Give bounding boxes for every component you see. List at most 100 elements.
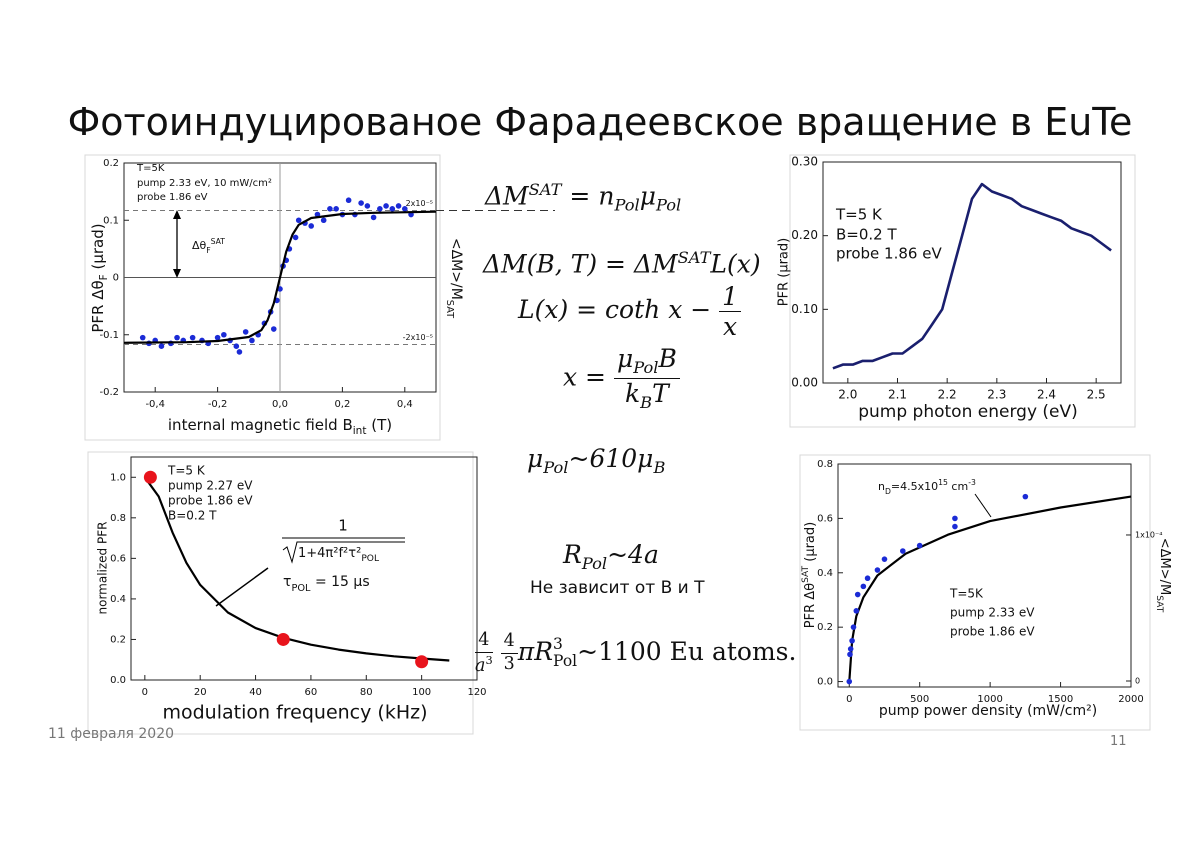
- formula-part: Pol: [553, 652, 578, 671]
- data-point: [139, 334, 146, 341]
- formula-part: L(x) = coth x −: [518, 295, 720, 324]
- x-axis-label: pump power density (mW/cm²): [879, 703, 1097, 719]
- x-tick-label: 60: [305, 687, 318, 698]
- note: Не зависит от B и T: [530, 578, 705, 598]
- formula: 4 a3 4 3 πR 3 Pol ~1100 Eu atoms.: [475, 631, 797, 676]
- y-tick-label: 0.6: [817, 513, 833, 524]
- y-tick-label: 1.0: [110, 472, 126, 483]
- annotation: 1: [338, 517, 348, 535]
- data-point: [899, 548, 906, 554]
- formula: μPol~610μB: [527, 446, 665, 476]
- text-part: = 15 μs: [311, 574, 370, 590]
- x-tick-label: 2.1: [888, 388, 907, 402]
- data-point: [249, 337, 255, 344]
- text-part: F: [206, 246, 210, 255]
- text-part: int: [353, 425, 367, 437]
- y-tick-label: 0.00: [791, 376, 818, 390]
- y2-tick-label: 2x10⁻⁵: [406, 199, 433, 208]
- data-point: [320, 217, 327, 224]
- data-point: [874, 567, 881, 573]
- formula-part: μ: [639, 181, 656, 211]
- formula-part: Pol: [581, 554, 608, 573]
- slide-title: Фотоиндуцированое Фарадеевское вращение …: [67, 100, 1133, 144]
- data-point: [189, 334, 196, 341]
- data-point: [276, 632, 290, 646]
- formula-part: Pol: [543, 458, 569, 477]
- annotation: probe 1.86 eV: [168, 494, 253, 508]
- data-point: [221, 331, 227, 338]
- formula: RPol~4a: [563, 542, 659, 572]
- formula-part: L(x): [710, 249, 761, 279]
- formula-part: ~1100 Eu atoms.: [577, 636, 797, 666]
- y-tick-label: 0.8: [817, 459, 833, 470]
- formula-part: ~610μ: [568, 444, 654, 473]
- y-tick-label: 0.20: [791, 228, 818, 242]
- page-number: 11: [1110, 734, 1127, 749]
- data-point: [415, 655, 429, 669]
- date: 11 февраля 2020: [48, 726, 175, 742]
- data-point: [850, 624, 857, 630]
- y-tick-label: 0.2: [103, 158, 119, 169]
- text-part: POL: [291, 583, 311, 594]
- y-tick-label: 0.6: [110, 553, 126, 564]
- data-point: [1022, 493, 1029, 500]
- formula: x = μPolB kBT: [563, 346, 680, 412]
- text-part: n: [878, 480, 885, 493]
- annotation: pump 2.33 eV, 10 mW/cm²: [137, 178, 272, 189]
- text-part: PFR Δθ: [803, 583, 818, 628]
- formula-part: a: [475, 655, 486, 676]
- y-tick-label: -0.1: [99, 330, 119, 341]
- annotation: ΔθFSAT: [192, 237, 225, 255]
- y-tick-label: 0.0: [817, 677, 833, 688]
- formula-part: 4: [475, 631, 493, 653]
- formula-part: Pol: [614, 195, 640, 215]
- text-part: SAT: [445, 300, 456, 319]
- annotation: pump 2.33 eV: [950, 606, 1035, 620]
- y-axis-label: PFR ΔθSAT (μrad): [801, 522, 818, 628]
- text-part: D: [885, 487, 891, 496]
- data-point: [308, 223, 315, 229]
- formula-part: T: [652, 379, 669, 409]
- plot-frame: [837, 463, 1132, 688]
- data-point: [158, 343, 165, 350]
- y-tick-label: 0.10: [791, 302, 818, 316]
- annotation: B=0.2 T: [168, 509, 217, 523]
- annotation: 1+4π²f²τ²POL: [298, 546, 380, 564]
- data-point: [853, 608, 860, 614]
- text-part: =4.5x10: [891, 480, 938, 493]
- x-tick-label: 1500: [1048, 694, 1073, 705]
- stacked-indices: 3 Pol: [553, 636, 577, 670]
- chart-background: [789, 154, 1136, 428]
- plot-frame: [130, 456, 478, 681]
- y-tick-label: 0.2: [110, 634, 126, 645]
- y2-axis-label: <ΔM>/MSAT: [1155, 538, 1173, 613]
- data-point: [402, 206, 408, 212]
- y-tick-label: 0.4: [817, 568, 833, 579]
- annotation: probe 1.86 eV: [950, 625, 1035, 639]
- text-part: cm: [948, 480, 968, 493]
- data-point: [214, 334, 221, 341]
- y-axis-label: normalized PFR: [96, 522, 110, 615]
- data-point: [847, 651, 853, 658]
- x-tick-label: 20: [194, 687, 207, 698]
- annotation: nD=4.5x1015 cm-3: [878, 478, 976, 496]
- formula-part: Pol: [655, 195, 682, 215]
- x-tick-label: 2.2: [938, 388, 957, 402]
- x-tick-label: 2000: [1118, 694, 1143, 705]
- annotation: T=5K: [949, 587, 984, 601]
- formula: ΔMSAT = nPolμPol: [485, 181, 682, 215]
- data-point: [383, 203, 389, 209]
- formula-part: μ: [527, 444, 544, 473]
- y2-tick-label: -2x10⁻⁵: [403, 333, 433, 342]
- y-tick-label: -0.2: [99, 387, 119, 398]
- text-part: SAT: [211, 237, 226, 246]
- formula-part: x: [723, 312, 738, 341]
- pointer: [215, 567, 269, 607]
- plot-frame: [822, 161, 1122, 384]
- y-tick-label: 0: [113, 273, 119, 284]
- text-part: 15: [938, 478, 948, 487]
- y-tick-label: 0.2: [817, 622, 833, 633]
- formula-part: 3: [503, 653, 515, 674]
